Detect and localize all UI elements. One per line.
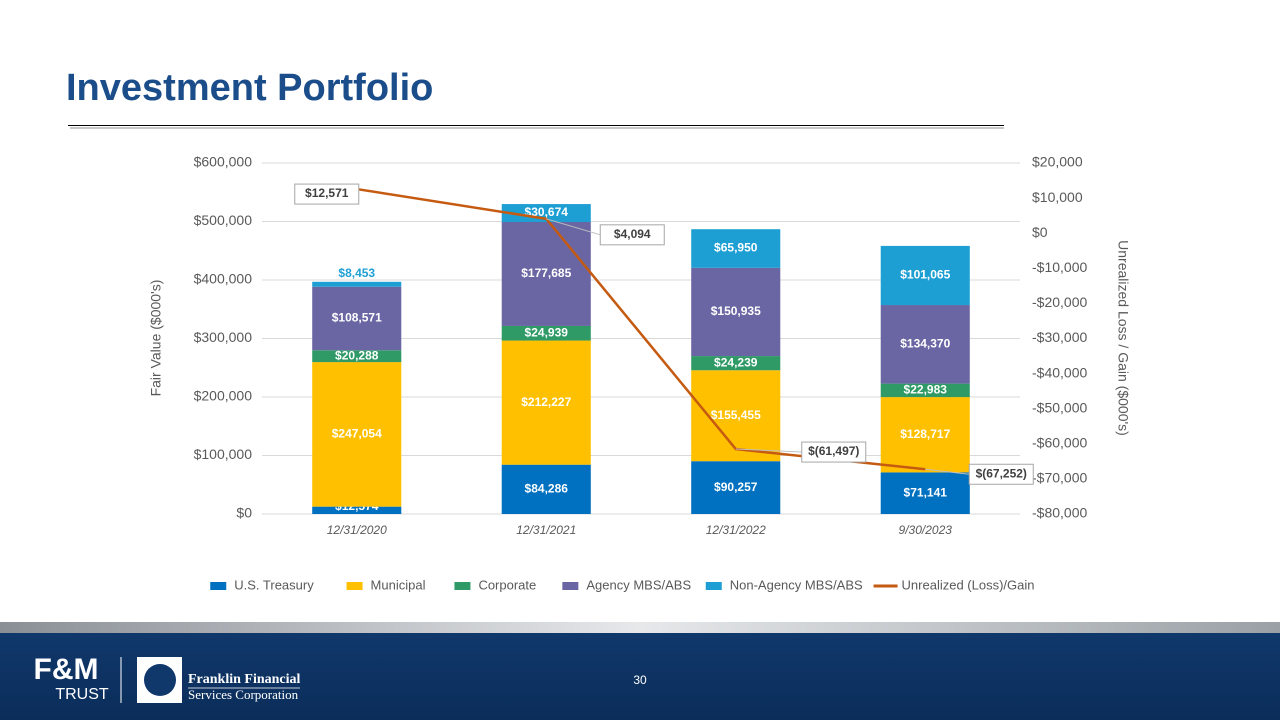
- bar-segment: [691, 267, 781, 357]
- bar-segment: [691, 356, 781, 371]
- logo-company-2: Services Corporation: [188, 687, 299, 702]
- legend-swatch: [705, 582, 722, 590]
- y2-tick-label: -$30,000: [1032, 329, 1087, 345]
- logo-company-1: Franklin Financial: [188, 672, 301, 687]
- x-tick-label: 12/31/2020: [327, 523, 387, 537]
- data-label: $155,455: [711, 408, 761, 422]
- footer: [0, 633, 1280, 720]
- x-tick-label: 9/30/2023: [899, 523, 953, 537]
- slide-title: Investment Portfolio: [66, 67, 433, 109]
- bar-segment: [312, 506, 402, 514]
- bar-segment: [691, 229, 781, 268]
- legend-label: U.S. Treasury: [234, 577, 314, 592]
- data-label-box: [599, 224, 665, 246]
- legend-label: Corporate: [478, 577, 536, 592]
- logo-trust: TRUST: [55, 686, 109, 703]
- data-label: $8,453: [338, 266, 375, 280]
- y-tick-label: $600,000: [194, 154, 253, 170]
- y2-tick-label: -$70,000: [1032, 470, 1087, 486]
- y-axis-label: Fair Value ($000's): [148, 280, 164, 397]
- bar-segment: [501, 204, 591, 223]
- data-label: $71,141: [904, 485, 948, 499]
- logo-fm: F&M: [34, 653, 99, 686]
- data-label-box: [968, 463, 1034, 485]
- bar-segment: [880, 305, 970, 384]
- data-label: $128,717: [900, 427, 950, 441]
- leader-line: [925, 468, 970, 475]
- bar-segment: [312, 281, 402, 287]
- logo-icon-portrait: [144, 664, 176, 696]
- data-label: $150,935: [711, 304, 761, 318]
- data-label: $101,065: [900, 268, 950, 282]
- data-label: $212,227: [521, 395, 571, 409]
- y2-tick-label: -$10,000: [1032, 259, 1087, 275]
- bar-segment: [501, 222, 591, 326]
- y-tick-label: $300,000: [194, 329, 253, 345]
- x-tick-label: 12/31/2022: [706, 523, 766, 537]
- y2-tick-label: -$40,000: [1032, 364, 1087, 380]
- data-label: $108,571: [332, 311, 382, 325]
- y2-tick-label: $20,000: [1032, 154, 1083, 170]
- bar-segment: [880, 383, 970, 398]
- y2-tick-label: -$20,000: [1032, 294, 1087, 310]
- data-label: $24,939: [525, 325, 569, 339]
- bar-segment: [312, 286, 402, 351]
- bar-segment: [501, 325, 591, 341]
- data-label-box: [294, 183, 360, 205]
- data-label: $30,674: [525, 205, 569, 219]
- data-label: $134,370: [900, 337, 950, 351]
- page-number: 30: [633, 673, 647, 687]
- y-tick-label: $200,000: [194, 388, 253, 404]
- y2-tick-label: $10,000: [1032, 189, 1083, 205]
- x-tick-label: 12/31/2021: [516, 523, 576, 537]
- legend-label: Municipal: [371, 577, 426, 592]
- data-label: $12,571: [305, 186, 349, 200]
- y2-axis-label: Unrealized Loss / Gain ($000's): [1115, 240, 1131, 436]
- bar-segment: [880, 472, 970, 514]
- bar-segment: [312, 362, 402, 507]
- data-label: $(67,252): [976, 466, 1027, 480]
- y-tick-label: $500,000: [194, 212, 253, 228]
- bar-segment: [312, 350, 402, 363]
- y2-tick-label: $0: [1032, 224, 1048, 240]
- y2-tick-label: -$80,000: [1032, 505, 1087, 521]
- data-label: $247,054: [332, 427, 382, 441]
- bar-segment: [880, 245, 970, 306]
- leader-line: [546, 218, 601, 236]
- data-label-box: [801, 441, 867, 463]
- bar-segment: [691, 370, 781, 462]
- legend-label: Unrealized (Loss)/Gain: [902, 577, 1035, 592]
- data-label: $84,286: [525, 482, 569, 496]
- footer-band: [0, 622, 1280, 634]
- data-label: $22,983: [904, 383, 948, 397]
- y-tick-label: $0: [236, 505, 252, 521]
- y-tick-label: $400,000: [194, 271, 253, 287]
- bar-segment: [691, 461, 781, 514]
- data-label: $24,239: [714, 355, 758, 369]
- data-label: $4,094: [614, 227, 651, 241]
- legend-swatch: [562, 582, 579, 590]
- data-label: $90,257: [714, 480, 758, 494]
- y-tick-label: $100,000: [194, 446, 253, 462]
- legend-label: Non-Agency MBS/ABS: [730, 577, 863, 592]
- data-label: $65,950: [714, 241, 758, 255]
- legend-label: Agency MBS/ABS: [586, 577, 691, 592]
- legend-swatch: [210, 582, 227, 590]
- legend-swatch: [346, 582, 363, 590]
- y2-tick-label: -$50,000: [1032, 399, 1087, 415]
- bar-segment: [880, 397, 970, 473]
- data-label: $20,288: [335, 348, 379, 362]
- y2-tick-label: -$60,000: [1032, 435, 1087, 451]
- data-label: $177,685: [521, 266, 571, 280]
- data-label: $(61,497): [808, 444, 859, 458]
- bar-segment: [501, 340, 591, 465]
- leader-line: [735, 448, 802, 453]
- legend-swatch: [454, 582, 471, 590]
- bar-segment: [501, 464, 591, 514]
